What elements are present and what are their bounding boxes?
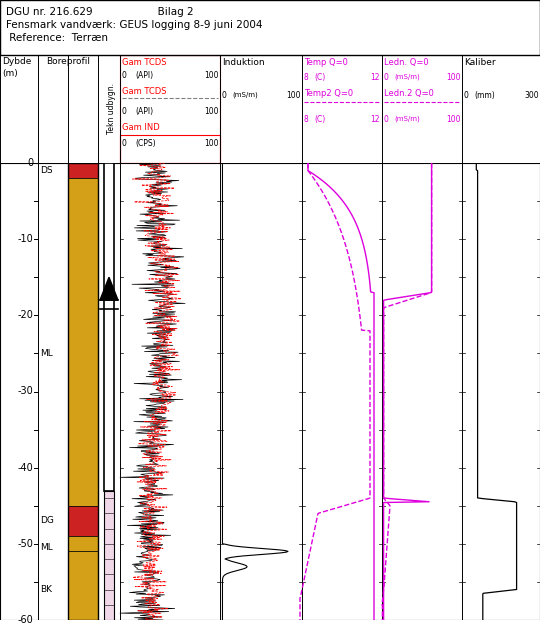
Text: DGU nr. 216.629                    Bilag 2: DGU nr. 216.629 Bilag 2 — [6, 7, 194, 17]
Text: 300: 300 — [524, 91, 538, 100]
Text: Temp2 Q=0: Temp2 Q=0 — [304, 89, 353, 98]
Text: (CPS): (CPS) — [135, 139, 156, 148]
Text: 0: 0 — [122, 139, 127, 148]
Text: (mS/m): (mS/m) — [394, 115, 420, 121]
Text: 100: 100 — [204, 107, 219, 116]
Text: -10: -10 — [17, 234, 33, 244]
Bar — [68, 178, 98, 506]
Bar — [68, 163, 98, 178]
Text: BK: BK — [40, 585, 52, 594]
Text: (API): (API) — [135, 71, 153, 80]
Text: -50: -50 — [17, 539, 33, 549]
Text: 100: 100 — [446, 73, 461, 82]
Text: Kaliber: Kaliber — [464, 58, 496, 67]
Text: -20: -20 — [17, 310, 33, 320]
Text: Reference:  Terræn: Reference: Terræn — [6, 33, 108, 43]
Text: DS: DS — [40, 166, 52, 175]
Text: (mS/m): (mS/m) — [394, 73, 420, 80]
Text: 100: 100 — [446, 115, 461, 124]
Text: Gam IND: Gam IND — [122, 123, 160, 132]
Bar — [68, 506, 98, 536]
Text: 12: 12 — [370, 115, 380, 124]
Text: Gam TCDS: Gam TCDS — [122, 58, 166, 67]
Text: (mS/m): (mS/m) — [232, 91, 258, 97]
Text: 100: 100 — [204, 139, 219, 148]
Bar — [120, 55, 220, 163]
Text: Tekn udbygn.: Tekn udbygn. — [106, 84, 116, 134]
Text: 0: 0 — [122, 107, 127, 116]
Text: -60: -60 — [17, 615, 33, 625]
Text: (mm): (mm) — [474, 91, 495, 100]
Text: Ledn. Q=0: Ledn. Q=0 — [384, 58, 429, 67]
Bar — [104, 163, 114, 490]
Text: Induktion: Induktion — [222, 58, 265, 67]
Polygon shape — [100, 277, 118, 300]
Text: 0: 0 — [384, 73, 389, 82]
Text: 8: 8 — [304, 115, 309, 124]
Text: ML: ML — [40, 543, 53, 552]
Text: 0: 0 — [222, 91, 227, 100]
Text: DG: DG — [40, 516, 54, 526]
Text: 100: 100 — [204, 71, 219, 80]
Text: Temp Q=0: Temp Q=0 — [304, 58, 348, 67]
Bar — [104, 490, 114, 620]
Text: (C): (C) — [314, 73, 325, 82]
Text: ML: ML — [40, 349, 53, 358]
Text: Gam TCDS: Gam TCDS — [122, 87, 166, 96]
Bar — [68, 551, 98, 620]
Text: (API): (API) — [135, 107, 153, 116]
Bar — [68, 163, 98, 620]
Text: 8: 8 — [304, 73, 309, 82]
Text: (m): (m) — [2, 69, 18, 78]
Text: Fensmark vandværk: GEUS logging 8-9 juni 2004: Fensmark vandværk: GEUS logging 8-9 juni… — [6, 20, 262, 30]
Bar — [68, 536, 98, 551]
Text: Ledn.2 Q=0: Ledn.2 Q=0 — [384, 89, 434, 98]
Text: 100: 100 — [286, 91, 300, 100]
Bar — [120, 135, 220, 163]
Text: 0: 0 — [122, 71, 127, 80]
Text: Boreprofil: Boreprofil — [46, 57, 90, 66]
Text: Dybde: Dybde — [2, 57, 31, 66]
Text: (C): (C) — [314, 115, 325, 124]
Text: 0: 0 — [27, 158, 33, 168]
Text: 0: 0 — [464, 91, 469, 100]
Text: -40: -40 — [17, 463, 33, 473]
Text: -30: -30 — [17, 386, 33, 396]
Text: 12: 12 — [370, 73, 380, 82]
Text: 0: 0 — [384, 115, 389, 124]
